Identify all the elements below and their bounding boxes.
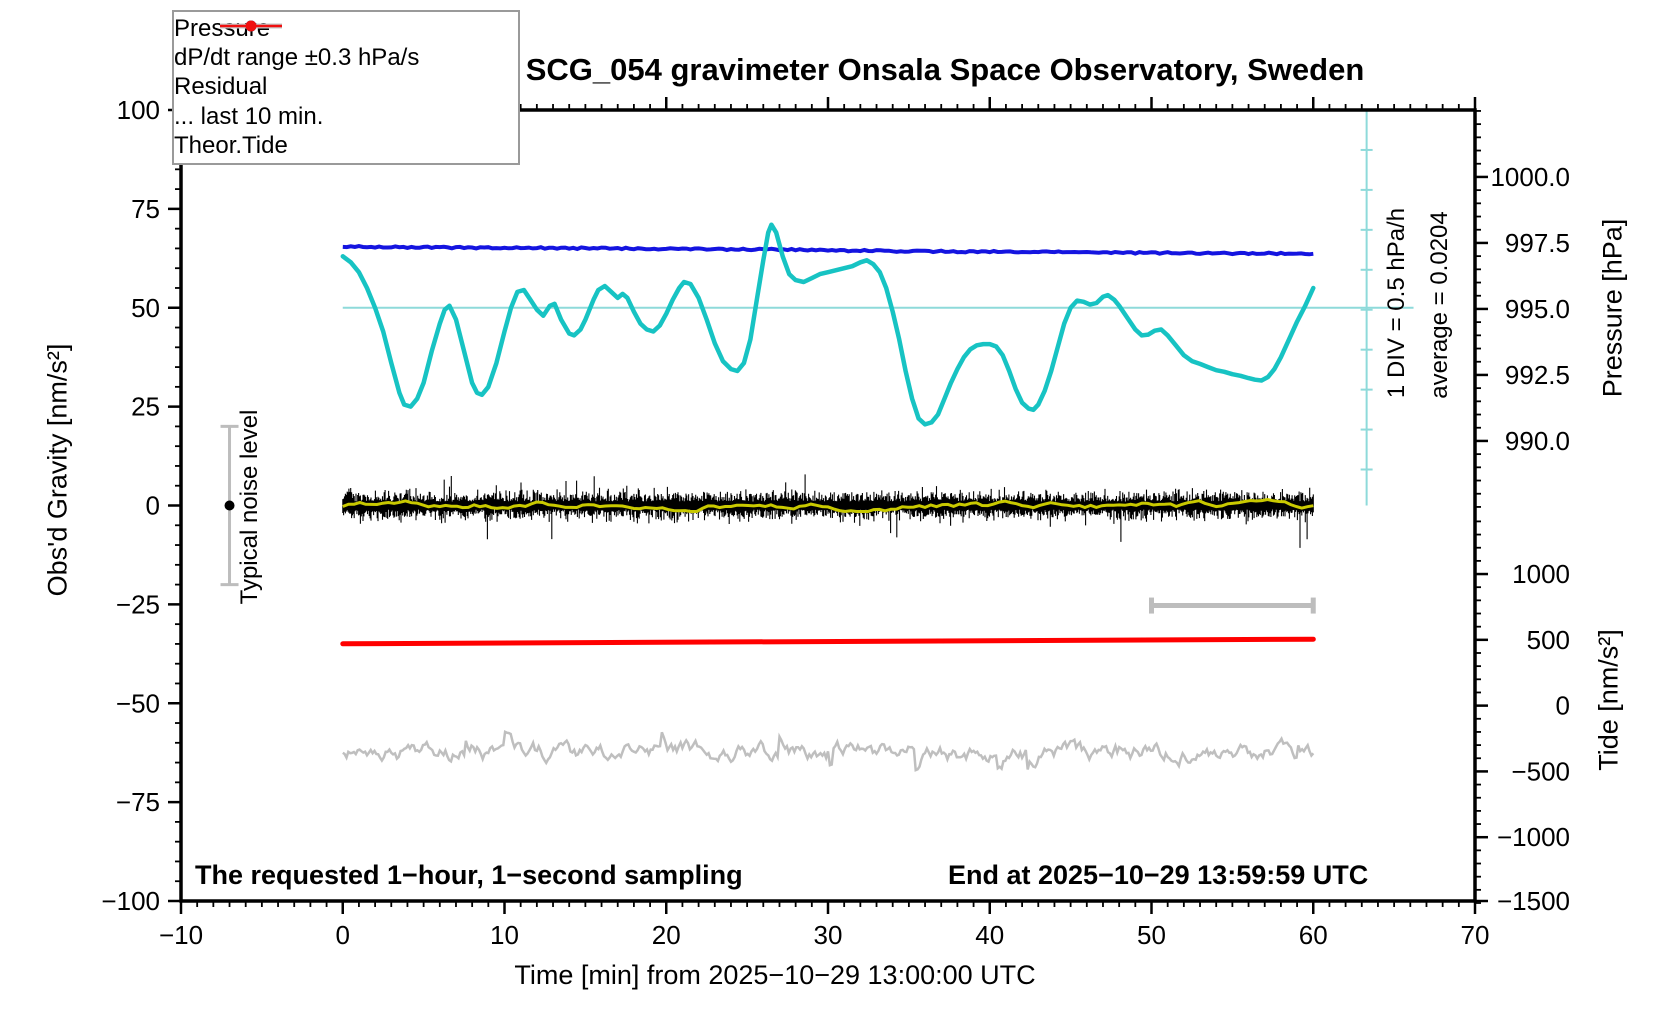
y-left-tick-label: 75 — [131, 194, 160, 224]
tide-tick-label: −1000 — [1497, 822, 1570, 852]
y-left-tick-label: 0 — [146, 491, 160, 521]
legend-entry-tide: Theor.Tide — [174, 20, 518, 160]
y-left-tick-label: −50 — [116, 688, 160, 718]
y-left-tick-label: −25 — [116, 589, 160, 619]
y-left-tick-label: −75 — [116, 787, 160, 817]
noise-errorbar-dot — [224, 500, 235, 511]
average-label: average = 0.0204 — [1426, 211, 1453, 399]
x-tick-label: 20 — [652, 920, 681, 950]
pressure-tick-label: 1000.0 — [1490, 162, 1570, 192]
x-tick-label: 40 — [975, 920, 1004, 950]
pressure-tick-label: 995.0 — [1505, 294, 1570, 324]
last-10-min-trace — [342, 729, 1315, 772]
pressure-tick-label: 990.0 — [1505, 426, 1570, 456]
legend-entry-last10: ... last 10 min. — [174, 23, 518, 131]
residual-smoothed-trace — [342, 497, 1314, 514]
legend-label: ... last 10 min. — [174, 102, 324, 130]
page-title: SCG_054 gravimeter Onsala Space Observat… — [525, 52, 1365, 87]
tide-line-icon — [220, 20, 282, 32]
y-axis-label-tide: Tide [nm/s²] — [1593, 629, 1624, 771]
y-left-tick-label: 100 — [117, 95, 160, 125]
sampling-note: The requested 1−hour, 1−second sampling — [195, 860, 743, 890]
y-left-tick-label: 25 — [131, 392, 160, 422]
legend-entry-dpdt: dP/dt range ±0.3 hPa/s — [174, 20, 518, 72]
legend-label: Theor.Tide — [174, 132, 288, 160]
legend-entry-residual: Residual — [174, 23, 518, 101]
pressure-trace — [342, 244, 1314, 257]
noise-level-label: Typical noise level — [236, 409, 263, 605]
theor-tide-trace — [340, 636, 1316, 647]
x-tick-label: 60 — [1299, 920, 1328, 950]
tide-tick-label: 500 — [1527, 625, 1570, 655]
tide-tick-label: −500 — [1511, 756, 1570, 786]
x-tick-label: 10 — [490, 920, 519, 950]
y-axis-label-gravity: Obs'd Gravity [nm/s²] — [42, 343, 73, 597]
x-axis-label: Time [min] from 2025−10−29 13:00:00 UTC — [514, 960, 1036, 990]
pressure-tick-label: 992.5 — [1505, 360, 1570, 390]
x-tick-label: 30 — [814, 920, 843, 950]
legend-label: dP/dt range ±0.3 hPa/s — [174, 44, 420, 72]
tide-tick-label: −1500 — [1497, 886, 1570, 916]
dpdt-trace — [340, 222, 1316, 427]
legend-label: Residual — [174, 73, 268, 101]
y-left-tick-label: 50 — [131, 293, 160, 323]
div-scale-label: 1 DIV = 0.5 hPa/h — [1383, 207, 1410, 399]
x-tick-label: 50 — [1137, 920, 1166, 950]
x-tick-label: −10 — [159, 920, 203, 950]
x-tick-label: 70 — [1461, 920, 1490, 950]
y-axis-label-pressure: Pressure [hPa] — [1597, 218, 1628, 398]
pressure-tick-label: 997.5 — [1505, 228, 1570, 258]
end-time-note: End at 2025−10−29 13:59:59 UTC — [948, 860, 1369, 890]
legend: Pressure dP/dt range ±0.3 hPa/s Residual… — [172, 10, 520, 165]
residual-trace — [342, 474, 1314, 548]
tide-tick-label: 1000 — [1512, 559, 1570, 589]
y-left-tick-label: −100 — [101, 886, 160, 916]
tide-tick-label: 0 — [1556, 691, 1570, 721]
legend-marker-dot — [245, 20, 257, 32]
x-tick-label: 0 — [336, 920, 350, 950]
